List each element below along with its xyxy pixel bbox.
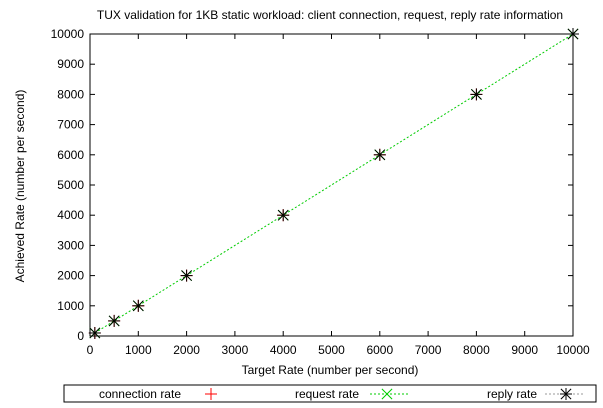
data-point xyxy=(180,269,193,282)
data-point xyxy=(470,88,483,101)
data-point xyxy=(108,314,121,327)
x-tick-label: 5000 xyxy=(318,343,345,357)
x-tick-label: 10000 xyxy=(556,343,590,357)
y-tick-label: 2000 xyxy=(57,269,84,283)
x-tick-label: 3000 xyxy=(222,343,249,357)
x-tick-label: 6000 xyxy=(366,343,393,357)
x-tick-label: 8000 xyxy=(463,343,490,357)
x-tick-label: 4000 xyxy=(270,343,297,357)
y-tick-label: 6000 xyxy=(57,148,84,162)
data-markers xyxy=(88,28,579,339)
x-tick-label: 7000 xyxy=(415,343,442,357)
legend-marker xyxy=(560,388,572,400)
data-point xyxy=(373,148,386,161)
chart-title: TUX validation for 1KB static workload: … xyxy=(97,8,563,22)
y-axis-label: Achieved Rate (number per second) xyxy=(13,90,27,283)
y-tick-label: 3000 xyxy=(57,238,84,252)
plot-frame xyxy=(89,33,574,337)
x-axis-label: Target Rate (number per second) xyxy=(242,363,419,377)
y-tick-label: 7000 xyxy=(57,118,84,132)
x-tick-label: 9000 xyxy=(511,343,538,357)
data-point xyxy=(277,209,290,222)
legend-box xyxy=(63,384,597,403)
y-tick-label: 4000 xyxy=(57,208,84,222)
series-line-1 xyxy=(94,33,574,334)
x-tick-label: 2000 xyxy=(173,343,200,357)
y-tick-label: 8000 xyxy=(57,87,84,101)
legend-label: reply rate xyxy=(487,387,537,401)
series-lines xyxy=(94,33,574,334)
legend-marker xyxy=(381,388,393,400)
data-point xyxy=(567,28,579,40)
axis-ticks: 0 1000 2000 3000 4000 5000 6000 7000 8000 9000 100… xyxy=(51,27,590,357)
x-tick-label: 1000 xyxy=(125,343,152,357)
legend-marker xyxy=(205,388,217,400)
y-tick-label: 5000 xyxy=(57,178,84,192)
y-tick-label: 10000 xyxy=(51,27,85,41)
data-point xyxy=(88,326,101,339)
y-tick-label: 9000 xyxy=(57,57,84,71)
y-tick-label: 0 xyxy=(77,329,84,343)
legend: connection rate request rate reply rate xyxy=(99,387,585,401)
x-tick-label: 0 xyxy=(87,343,94,357)
y-tick-label: 1000 xyxy=(57,299,84,313)
legend-label: request rate xyxy=(295,387,359,401)
data-point xyxy=(132,299,145,312)
legend-label: connection rate xyxy=(99,387,181,401)
